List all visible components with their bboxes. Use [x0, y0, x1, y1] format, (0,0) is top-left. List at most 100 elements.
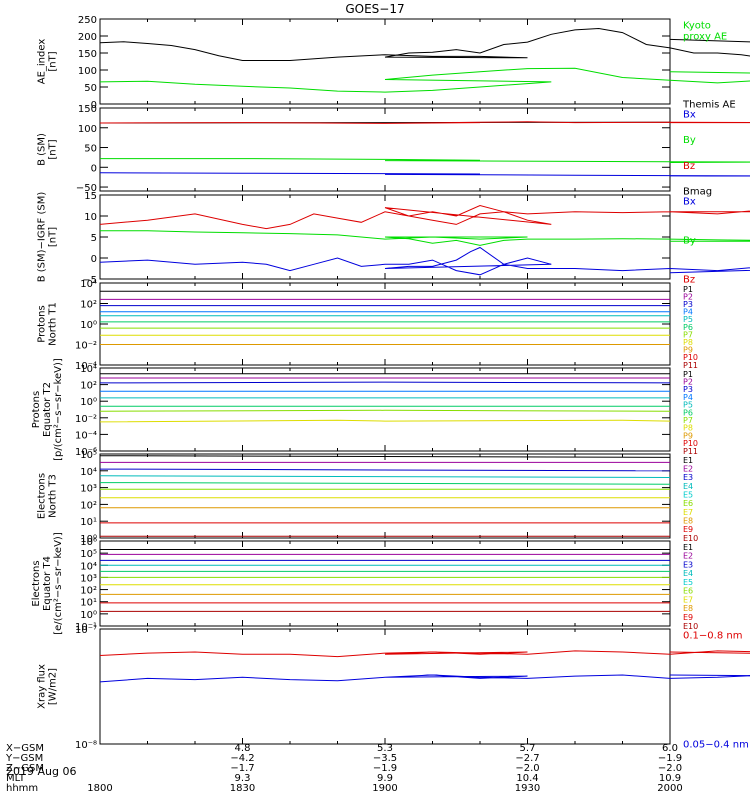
panel-frame [99, 367, 671, 452]
x-tick-value: 9.9 [377, 773, 393, 784]
y-axis-label: Equator T4 [42, 556, 53, 611]
y-tick-label: 10⁰ [80, 534, 97, 545]
y-tick-label: 150 [78, 49, 97, 60]
y-tick-label: 10² [80, 300, 97, 311]
y-tick-label: 10⁻⁴ [75, 361, 97, 372]
legend-entry: P5 [683, 315, 693, 324]
series-line-p8 [99, 419, 671, 423]
panel-xray: 10⁻⁸ 10⁻⁷ Xray flux [W/m2] 0.1−0.8 nm 0.05−0.… [37, 625, 750, 751]
y-tick-label: 100 [78, 66, 97, 77]
y-tick-label: 10⁴ [80, 364, 97, 375]
legend-entry: E3 [683, 473, 693, 482]
y-tick-label: 50 [84, 144, 97, 155]
panel-frame [99, 107, 671, 192]
y-axis-label: AE_index [37, 39, 48, 85]
series-line-kyoto-proxy-ae [99, 67, 750, 93]
legend-entry: Bx [683, 197, 696, 208]
x-tick-value: −2.0 [515, 763, 539, 774]
y-tick-label: −50 [76, 183, 97, 194]
legend-entry: E7 [683, 595, 693, 604]
y-tick-label: 5 [91, 233, 97, 244]
legend-entry: P3 [683, 300, 693, 309]
x-tick-value: 5.3 [377, 743, 393, 754]
legend-entry: E6 [683, 499, 693, 508]
legend-entry: P10 [683, 439, 698, 448]
x-row-label: hhmm [6, 783, 38, 794]
x-tick-value: 10.9 [659, 773, 681, 784]
y-tick-label: 10⁰ [80, 320, 97, 331]
legend-entry: P9 [683, 346, 693, 355]
legend-entry: By [683, 135, 696, 146]
legend-entry: E3 [683, 560, 693, 569]
x-tick-value: −2.0 [658, 763, 682, 774]
legend-entry: Kyoto [683, 21, 711, 32]
legend-entry: E9 [683, 525, 693, 534]
legend-entry: P8 [683, 424, 693, 433]
panel-frame [99, 282, 671, 366]
legend-entry: Bmag [683, 187, 712, 198]
panel-bdiff: −5 0 5 10 15 B (SM)−IGRF (SM) [nT] Bx By Bz [37, 191, 750, 286]
y-axis-label: Electrons [31, 560, 42, 606]
legend-entry: Bz [683, 161, 695, 172]
y-axis-label: B (SM) [37, 133, 48, 166]
legend-entry: P2 [683, 292, 693, 301]
x-row-label: Z−GSM [6, 763, 44, 774]
y-tick-label: 50 [84, 83, 97, 94]
y-tick-label: 0 [91, 254, 97, 265]
x-tick-value: −1.9 [658, 753, 682, 764]
x-row-label: Y−GSM [5, 753, 43, 764]
y-axis-label: [nT] [48, 227, 59, 247]
panel-protT1: 10⁻⁴ 10⁻² 10⁰ 10² 10⁴ Protons North T1 P1P2P3P4… [37, 279, 699, 372]
legend-entry: P4 [683, 308, 693, 317]
plot-title: GOES−17 [345, 2, 404, 16]
x-tick-value: −4.2 [230, 753, 254, 764]
legend-entry: E7 [683, 508, 693, 517]
x-tick-value: 10.4 [516, 773, 538, 784]
legend-entry: P5 [683, 401, 693, 410]
series-line-0.05−0.4-nm [99, 674, 750, 683]
series-line-by [100, 158, 750, 163]
date-label: 2019 Aug 06 [6, 765, 76, 778]
panel-frame [99, 540, 671, 627]
series-line-e5 [99, 482, 671, 485]
y-axis-label: Electrons [37, 473, 48, 519]
legend-entry: P1 [683, 285, 693, 294]
y-axis-label: [nT] [48, 139, 59, 159]
series-line-bx [99, 172, 750, 177]
legend-entry: E2 [683, 552, 693, 561]
y-tick-label: 10⁻⁶ [75, 447, 97, 458]
legend-entry: E4 [683, 482, 693, 491]
y-axis-label: Protons [37, 305, 48, 342]
y-tick-label: 10⁻² [75, 414, 97, 425]
legend-entry: E6 [683, 587, 693, 596]
x-row-label: MLT [6, 773, 26, 784]
series-line-e3 [99, 468, 671, 472]
series-line-0.1−0.8-nm [99, 650, 750, 658]
legend-entry: proxy AE [683, 32, 727, 43]
legend-entry: E4 [683, 569, 693, 578]
panel-b: −50 0 50 100 150 B (SM) [nT] Bx By Bz Bmag [37, 104, 750, 198]
panel-frame [99, 453, 671, 539]
y-tick-label: 10⁴ [80, 561, 97, 572]
legend-entry: P6 [683, 323, 693, 332]
y-tick-label: 10⁻⁸ [75, 740, 97, 751]
x-tick-value: −1.7 [230, 763, 254, 774]
legend-entry: P6 [683, 408, 693, 417]
x-tick-value: 1830 [230, 783, 255, 794]
legend-entry: 0.1−0.8 nm [683, 631, 742, 642]
x-tick-value: −2.7 [515, 753, 539, 764]
x-tick-value: −1.9 [373, 763, 397, 774]
legend-entry: P4 [683, 393, 693, 402]
y-tick-label: 10¹ [80, 598, 97, 609]
x-tick-value: 6.0 [662, 743, 678, 754]
series-line-p7 [99, 409, 671, 412]
series-line-bz [99, 121, 750, 124]
y-axis-label: Equator T2 [42, 382, 53, 437]
y-tick-label: 10² [80, 586, 97, 597]
series-line-bz [99, 204, 750, 230]
y-tick-label: 10² [80, 381, 97, 392]
y-tick-label: 10⁻⁷ [75, 625, 97, 636]
